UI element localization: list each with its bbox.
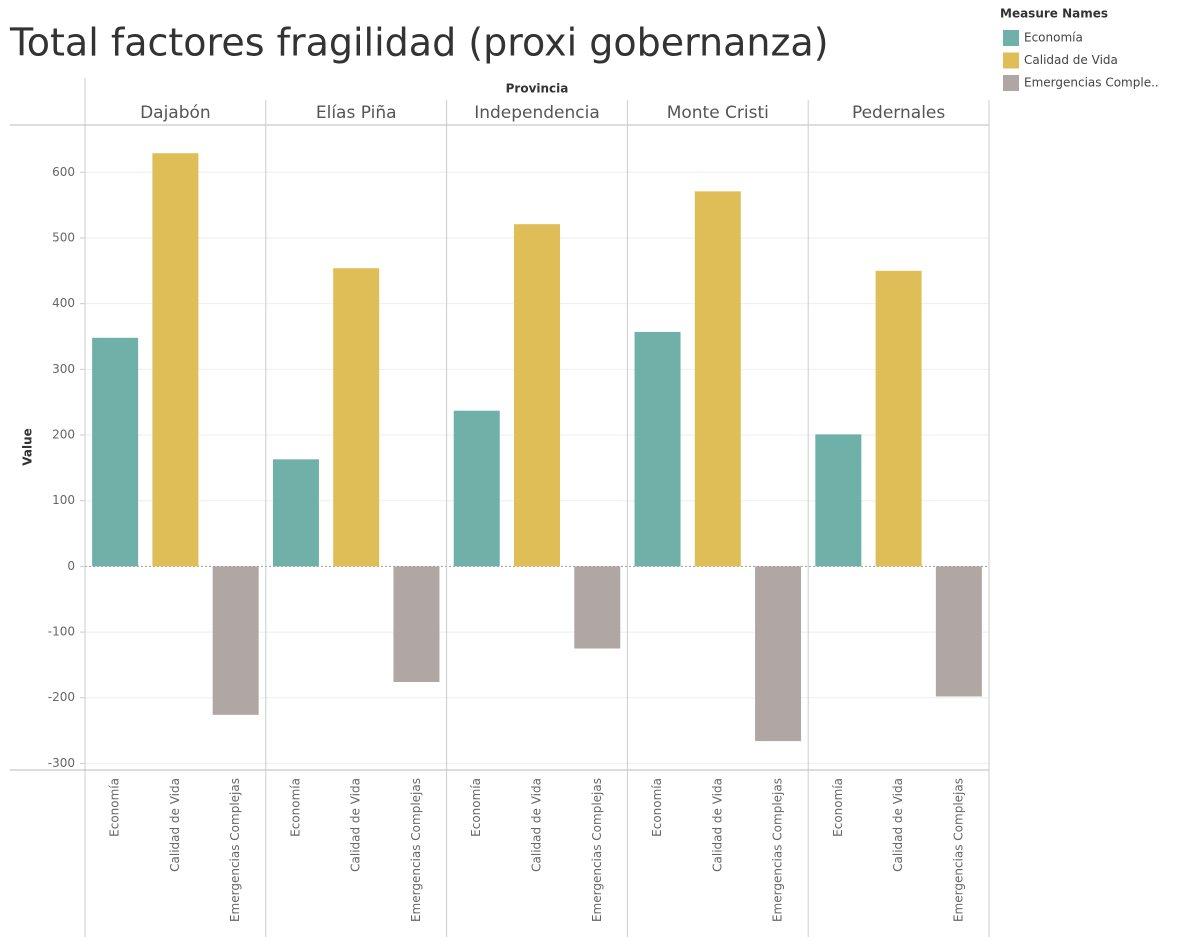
y-tick-label: 600	[52, 165, 75, 179]
y-tick-label: 100	[52, 493, 75, 507]
legend-swatch	[1003, 30, 1019, 46]
bar	[393, 566, 440, 682]
bar	[272, 459, 319, 567]
y-tick-label: -100	[48, 625, 75, 639]
y-tick-label: 200	[52, 428, 75, 442]
legend-label: Emergencias Comple..	[1024, 76, 1159, 90]
bar	[935, 566, 982, 697]
x-tick-label: Economía	[108, 778, 122, 837]
x-tick-label: Emergencias Complejas	[409, 778, 423, 922]
bar	[92, 337, 139, 567]
y-tick-label: 300	[52, 362, 75, 376]
bar	[152, 153, 199, 567]
y-tick-label: 400	[52, 296, 75, 310]
bar	[875, 270, 922, 567]
x-tick-label: Economía	[288, 778, 302, 837]
province-label: Independencia	[474, 103, 600, 123]
column-header: Provincia	[506, 82, 569, 96]
bar	[634, 331, 681, 567]
bar	[815, 434, 862, 567]
y-tick-label: -200	[48, 690, 75, 704]
legend-swatch	[1003, 52, 1019, 69]
x-tick-label: Emergencias Complejas	[228, 778, 242, 922]
x-tick-label: Calidad de Vida	[530, 778, 544, 872]
bar	[694, 191, 741, 567]
x-tick-label: Calidad de Vida	[891, 778, 905, 872]
province-label: Elías Piña	[316, 103, 397, 123]
bar	[514, 224, 560, 567]
chart-title: Total factores fragilidad (proxi goberna…	[9, 21, 829, 65]
province-label: Pedernales	[852, 103, 945, 123]
x-tick-label: Economía	[469, 778, 483, 837]
x-tick-label: Economía	[831, 778, 845, 837]
x-tick-label: Economía	[650, 778, 664, 837]
legend-swatch	[1003, 75, 1019, 91]
x-tick-label: Calidad de Vida	[168, 778, 182, 872]
legend-label: Calidad de Vida	[1024, 53, 1118, 67]
x-tick-label: Emergencias Complejas	[771, 778, 785, 922]
x-tick-label: Calidad de Vida	[710, 778, 724, 872]
bar	[212, 566, 259, 715]
legend-title: Measure Names	[1000, 7, 1108, 21]
x-tick-label: Calidad de Vida	[349, 778, 363, 872]
bar	[574, 566, 621, 649]
bar	[755, 566, 802, 742]
y-tick-label: -300	[48, 756, 75, 770]
legend-label: Economía	[1024, 31, 1083, 45]
bar	[333, 268, 380, 567]
y-tick-label: 0	[67, 559, 75, 573]
x-tick-label: Emergencias Complejas	[951, 778, 965, 922]
y-tick-label: 500	[52, 230, 75, 244]
x-tick-label: Emergencias Complejas	[590, 778, 604, 922]
province-label: Monte Cristi	[667, 103, 769, 123]
bar	[453, 410, 500, 567]
y-axis-label: Value	[21, 428, 35, 466]
province-label: Dajabón	[140, 103, 211, 123]
